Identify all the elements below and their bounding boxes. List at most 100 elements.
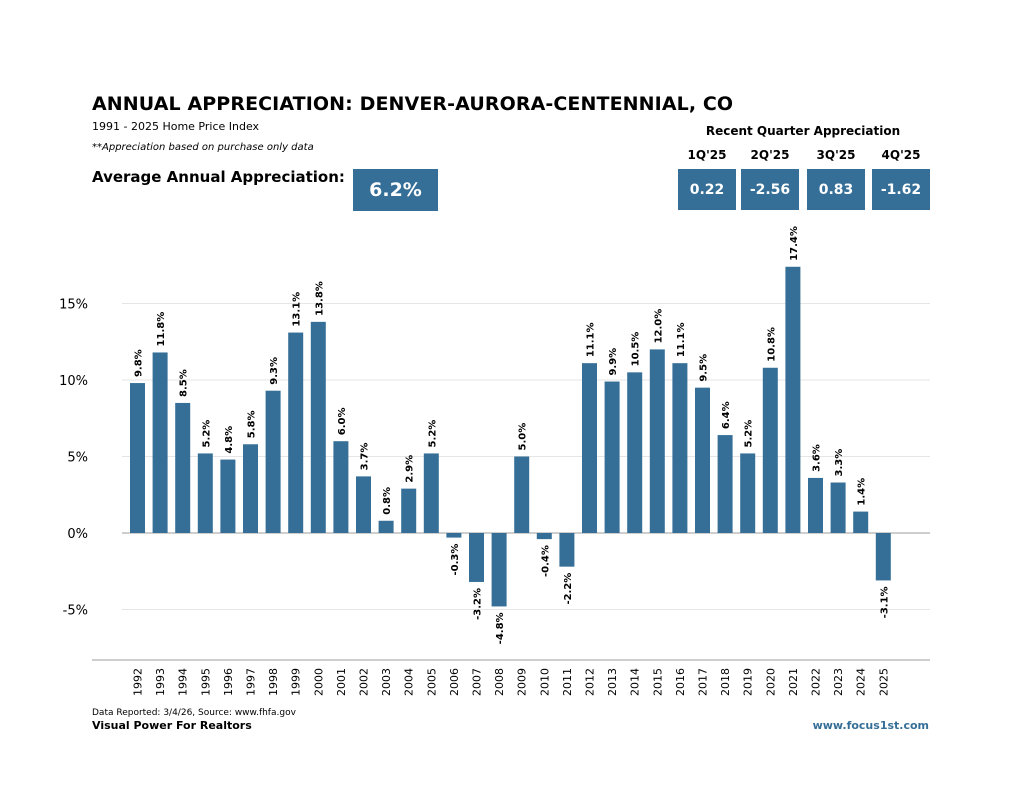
- bar-1993: [152, 352, 168, 533]
- x-tick-label: 2001: [335, 668, 348, 696]
- data-label-2001: 6.0%: [337, 407, 348, 435]
- quarter-label-1: 1Q'25: [687, 148, 727, 162]
- average-appreciation-value: 6.2%: [353, 169, 438, 211]
- x-tick-label: 2010: [538, 668, 551, 696]
- quarter-value-1: 0.22: [678, 169, 736, 210]
- x-tick-label: 2005: [425, 668, 438, 696]
- data-note: **Appreciation based on purchase only da…: [92, 142, 314, 153]
- x-tick-label: 1996: [222, 668, 235, 696]
- x-tick-label: 2020: [764, 668, 777, 696]
- bar-2009: [514, 456, 530, 533]
- x-tick-label: 1994: [177, 668, 190, 696]
- data-label-2011: -2.2%: [563, 573, 574, 605]
- bar-2003: [378, 520, 394, 533]
- x-tick-label: 2000: [312, 668, 325, 696]
- data-label-2013: 9.9%: [608, 348, 619, 376]
- bar-1996: [220, 459, 236, 533]
- x-tick-label: 2012: [584, 668, 597, 696]
- bar-2011: [559, 533, 575, 567]
- bar-2019: [740, 453, 756, 533]
- chart-subtitle: 1991 - 2025 Home Price Index: [92, 120, 260, 133]
- data-label-1993: 11.8%: [156, 312, 167, 347]
- data-label-2007: -3.2%: [473, 588, 484, 620]
- y-tick-label: 10%: [59, 374, 88, 389]
- data-label-2025: -3.1%: [879, 586, 890, 618]
- bar-1992: [130, 383, 145, 533]
- bar-1995: [197, 453, 213, 533]
- y-tick-label: 15%: [59, 298, 88, 313]
- quarter-label-4: 4Q'25: [881, 148, 921, 162]
- data-label-2019: 5.2%: [744, 420, 755, 448]
- website-link[interactable]: www.focus1st.com: [812, 719, 929, 732]
- data-label-2018: 6.4%: [721, 401, 732, 429]
- x-tick-label: 2019: [742, 668, 755, 696]
- recent-quarter-title: Recent Quarter Appreciation: [705, 124, 901, 138]
- x-tick-label: 1995: [199, 668, 212, 696]
- bars: [130, 266, 891, 607]
- bar-1999: [288, 332, 304, 533]
- data-label-1995: 5.2%: [201, 420, 212, 448]
- y-axis-ticks: -5% 0% 5% 10% 15%: [59, 298, 88, 619]
- x-tick-label: 2018: [719, 668, 732, 696]
- quarter-value-4: -1.62: [872, 169, 930, 210]
- bar-2023: [830, 482, 846, 533]
- x-tick-label: 2002: [358, 668, 371, 696]
- bar-2006: [446, 533, 462, 538]
- data-label-2006: -0.3%: [450, 544, 461, 576]
- x-tick-label: 2024: [855, 668, 868, 696]
- x-tick-label: 1992: [132, 668, 145, 696]
- bar-2016: [672, 363, 688, 533]
- data-label-2008: -4.8%: [495, 612, 506, 644]
- data-label-1992: 9.8%: [134, 349, 145, 377]
- x-tick-label: 2017: [697, 668, 710, 696]
- bar-2025: [875, 533, 891, 581]
- x-tick-label: 1993: [154, 668, 167, 696]
- bar-1997: [243, 444, 258, 533]
- x-tick-label: 2023: [832, 668, 845, 696]
- bar-2022: [808, 477, 823, 533]
- data-label-2002: 3.7%: [360, 443, 371, 471]
- data-label-2012: 11.1%: [586, 322, 597, 357]
- bar-2012: [582, 363, 597, 533]
- quarter-value-3: 0.83: [807, 169, 865, 210]
- bar-2024: [853, 511, 869, 533]
- data-source: Data Reported: 3/4/26, Source: www.fhfa.…: [92, 708, 296, 718]
- x-tick-label: 1997: [245, 668, 258, 696]
- data-label-1999: 13.1%: [292, 292, 303, 327]
- data-label-2017: 9.5%: [699, 354, 710, 382]
- x-tick-label: 2016: [674, 668, 687, 696]
- x-tick-label: 2022: [810, 668, 823, 696]
- y-tick-label: -5%: [63, 604, 88, 619]
- gridlines: [92, 303, 930, 661]
- chart-title: ANNUAL APPRECIATION: DENVER-AURORA-CENTE…: [92, 93, 734, 115]
- bar-2008: [491, 533, 507, 607]
- bar-1994: [175, 402, 191, 533]
- data-label-2023: 3.3%: [834, 449, 845, 477]
- x-tick-label: 1999: [290, 668, 303, 696]
- data-label-2010: -0.4%: [540, 545, 551, 577]
- x-tick-label: 2013: [606, 668, 619, 696]
- x-tick-label: 2025: [877, 668, 890, 696]
- y-tick-label: 5%: [67, 451, 88, 466]
- brand-tagline: Visual Power For Realtors: [92, 719, 252, 732]
- data-label-2003: 0.8%: [382, 487, 393, 515]
- x-tick-label: 2015: [651, 668, 664, 696]
- data-label-2014: 10.5%: [631, 332, 642, 367]
- data-label-2009: 5.0%: [518, 423, 529, 451]
- y-tick-label: 0%: [67, 527, 88, 542]
- bar-2014: [627, 372, 643, 533]
- data-label-2005: 5.2%: [427, 420, 438, 448]
- x-tick-label: 2021: [787, 668, 800, 696]
- bar-2018: [717, 435, 733, 533]
- x-tick-label: 2011: [561, 668, 574, 696]
- data-label-2015: 12.0%: [653, 309, 664, 344]
- bar-2017: [695, 387, 710, 533]
- x-tick-label: 2003: [380, 668, 393, 696]
- bar-2004: [401, 488, 417, 533]
- data-label-1998: 9.3%: [269, 357, 280, 385]
- x-tick-label: 1998: [267, 668, 280, 696]
- bar-1998: [265, 390, 281, 533]
- quarter-label-2: 2Q'25: [750, 148, 790, 162]
- data-label-2024: 1.4%: [857, 478, 868, 506]
